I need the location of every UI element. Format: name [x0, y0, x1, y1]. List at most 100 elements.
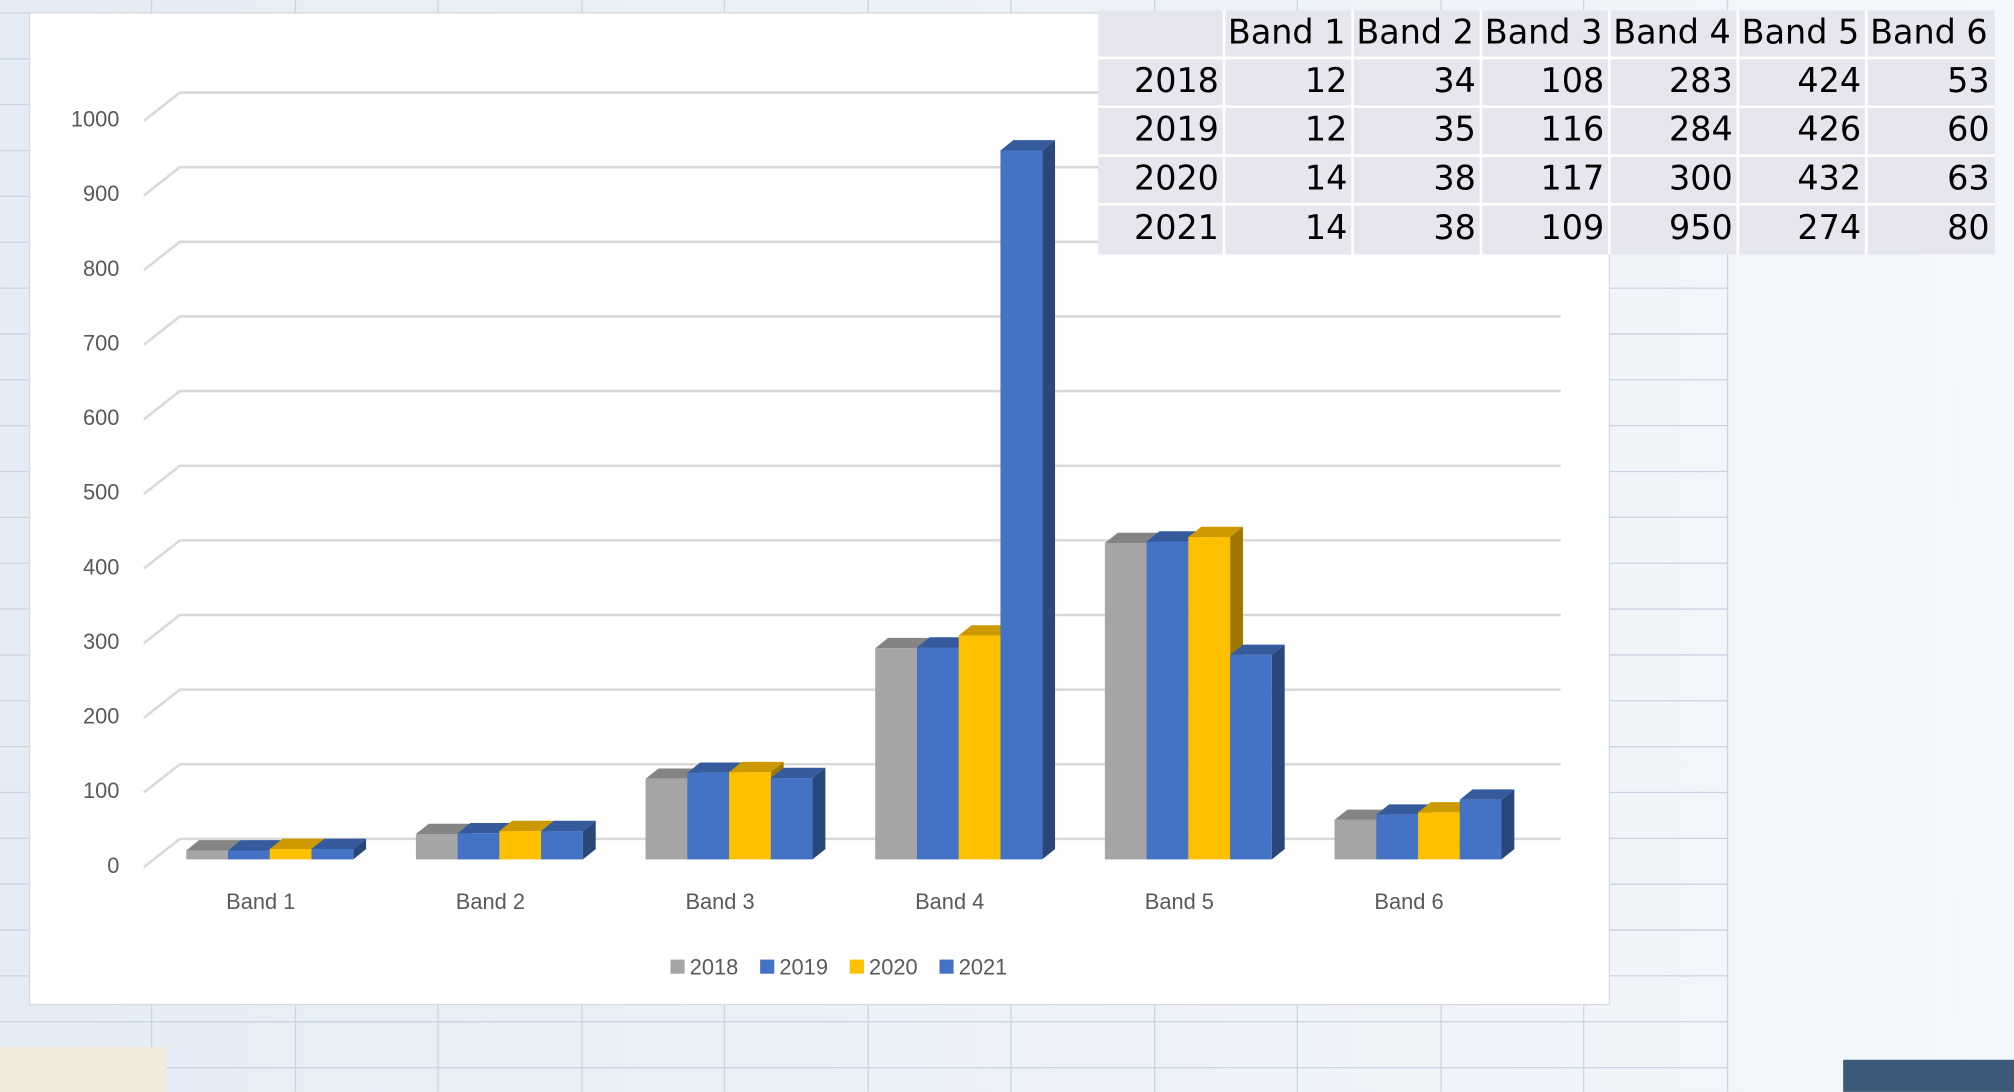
y-tick-label: 600 — [83, 405, 119, 430]
legend-label: 2019 — [779, 954, 828, 979]
bar-top — [1230, 644, 1285, 655]
bar-front — [499, 831, 542, 860]
thumbnail — [1843, 1059, 2014, 1092]
bar-side — [1501, 789, 1515, 860]
table-cell: 950 — [1669, 208, 1733, 247]
bar-top — [645, 768, 701, 779]
table-cell: 14 — [1305, 158, 1347, 197]
bar-top — [1000, 140, 1056, 151]
bar-front — [1418, 812, 1460, 860]
bar-side — [353, 838, 367, 860]
table-cell: 60 — [1947, 110, 1989, 149]
legend-label: 2021 — [959, 954, 1008, 979]
legend-swatch — [939, 959, 954, 974]
bar-top — [958, 625, 1014, 636]
bar-front — [875, 648, 917, 860]
bar-top — [916, 637, 972, 648]
bar-front — [1376, 814, 1419, 860]
bar — [770, 767, 826, 860]
table-cell: 117 — [1541, 158, 1605, 197]
table-cell: 12 — [1305, 110, 1347, 149]
x-tick-label: Band 4 — [915, 889, 984, 914]
grid-line — [143, 837, 1561, 869]
data-table: Band 1 Band 2 Band 3 Band 4 Band 5 Band 6 2018… — [1098, 10, 1995, 255]
x-tick-label: Band 3 — [685, 889, 754, 914]
bar-top — [1459, 789, 1515, 800]
grid-line — [143, 315, 1561, 346]
table-row-label: 2021 — [1134, 208, 1219, 247]
y-tick-label: 200 — [83, 704, 119, 729]
table-cell: 108 — [1541, 61, 1605, 100]
bar-top — [1418, 802, 1473, 813]
bar-front — [227, 850, 270, 860]
bar-front — [1000, 150, 1043, 860]
grid-line — [143, 688, 1561, 719]
bar-front — [687, 772, 730, 860]
bar-top — [1104, 532, 1160, 543]
bar-top — [1376, 804, 1431, 815]
y-tick-label: 300 — [83, 629, 119, 654]
bar — [541, 820, 596, 860]
table-background — [1098, 10, 1995, 255]
bar-top — [269, 838, 325, 849]
legend-swatch — [670, 959, 685, 974]
grid-line — [143, 613, 1561, 645]
x-tick-label: Band 1 — [226, 889, 295, 914]
plot: 0 100 200 300 400 500 600 700 800 900 1000 Band 1 Ba… — [71, 91, 1561, 979]
bar-top — [729, 761, 784, 773]
table-cell: 109 — [1541, 208, 1605, 247]
table-cell: 80 — [1947, 208, 1989, 247]
table-cell: 12 — [1305, 61, 1347, 100]
x-tick-label: Band 6 — [1374, 889, 1443, 914]
table-cell: 38 — [1433, 208, 1475, 247]
table-cell: 274 — [1797, 208, 1861, 247]
grid-line — [143, 464, 1561, 495]
y-tick-label: 0 — [107, 853, 119, 878]
bar-front — [186, 850, 228, 860]
legend-swatch — [849, 959, 864, 974]
bar-top — [186, 840, 241, 851]
legend-swatch — [760, 959, 775, 974]
y-tick-label: 900 — [83, 181, 119, 206]
table-cell: 38 — [1433, 158, 1475, 197]
bar-front — [269, 848, 312, 860]
bar-front — [1334, 819, 1377, 860]
bar-side — [812, 767, 826, 860]
bar-top — [1146, 531, 1202, 542]
bar-top — [415, 823, 471, 835]
table-cell: 283 — [1669, 61, 1733, 100]
table-cell: 284 — [1669, 110, 1733, 149]
table-row-label: 2020 — [1134, 158, 1219, 197]
bar-top — [311, 838, 367, 849]
y-tick-label: 400 — [83, 554, 119, 579]
bar-front — [1146, 541, 1189, 860]
bar-front — [311, 848, 354, 860]
bar-front — [415, 834, 458, 860]
table-cell: 34 — [1433, 61, 1475, 100]
bar — [1459, 789, 1515, 860]
table-header: Band 4 — [1613, 13, 1731, 52]
table-row-label: 2019 — [1134, 110, 1219, 149]
y-tick-label: 700 — [83, 330, 119, 355]
table-cell: 426 — [1797, 110, 1861, 149]
bar-front — [1188, 537, 1231, 860]
bar-front — [1459, 799, 1502, 860]
x-tick-label: Band 5 — [1145, 889, 1214, 914]
bar-front — [770, 778, 813, 860]
grid-line — [143, 762, 1561, 794]
bar-front — [457, 833, 500, 860]
table-cell: 14 — [1305, 208, 1347, 247]
bar-top — [770, 767, 826, 779]
bar-side — [582, 820, 596, 860]
selected-cell[interactable] — [0, 1046, 167, 1092]
table-row-label: 2018 — [1134, 61, 1219, 100]
bar — [1230, 644, 1285, 860]
bar-front — [916, 647, 959, 860]
bar-top — [541, 820, 596, 832]
bar-top — [499, 820, 554, 832]
table-cell: 300 — [1669, 158, 1733, 197]
y-tick-label: 100 — [83, 778, 119, 803]
bar-top — [1334, 809, 1390, 820]
bar-top — [1188, 526, 1243, 538]
